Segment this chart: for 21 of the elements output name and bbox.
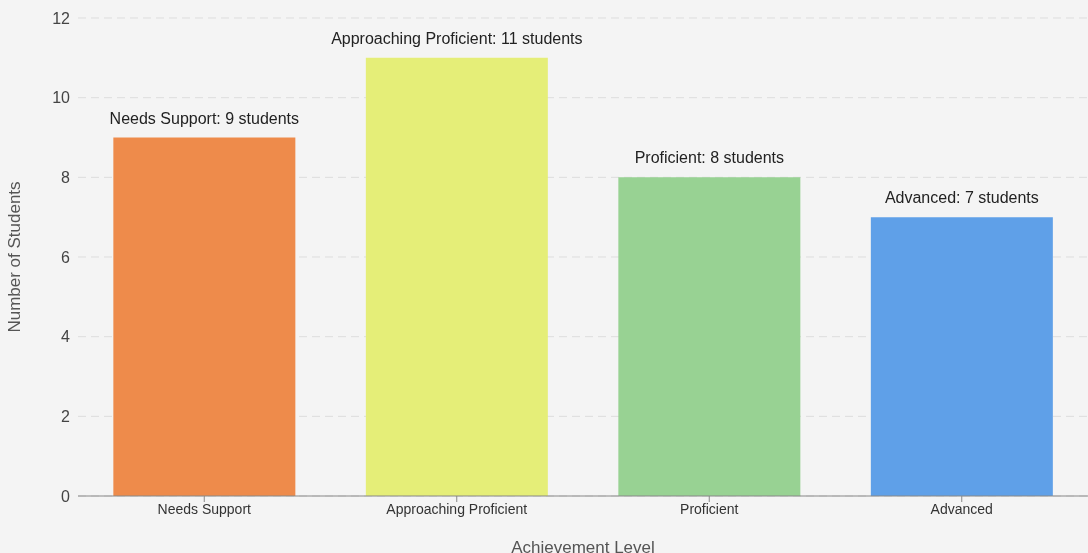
y-tick-label: 8 [61, 169, 71, 187]
data-label: Proficient: 8 students [634, 149, 785, 167]
bar [618, 177, 801, 496]
x-tick-label: Needs Support [157, 500, 252, 517]
x-axis-title: Achievement Level [511, 538, 655, 553]
x-tick-label: Proficient [680, 500, 739, 517]
x-tick-label: Approaching Proficient [386, 500, 528, 517]
y-axis-title: Number of Students [5, 181, 25, 333]
y-tick-label: 10 [52, 89, 71, 107]
data-label: Needs Support: 9 students [109, 109, 300, 127]
y-tick-label: 0 [61, 487, 71, 505]
bar [870, 217, 1053, 496]
y-tick-label: 6 [61, 248, 71, 266]
y-tick-label: 12 [52, 9, 71, 27]
bar [365, 57, 548, 496]
y-tick-label: 4 [61, 328, 71, 346]
y-tick-label: 2 [61, 408, 71, 426]
bar [113, 137, 296, 496]
data-label: Advanced: 7 students [884, 189, 1039, 207]
x-tick-label: Advanced [930, 500, 993, 517]
data-label: Approaching Proficient: 11 students [331, 29, 583, 47]
